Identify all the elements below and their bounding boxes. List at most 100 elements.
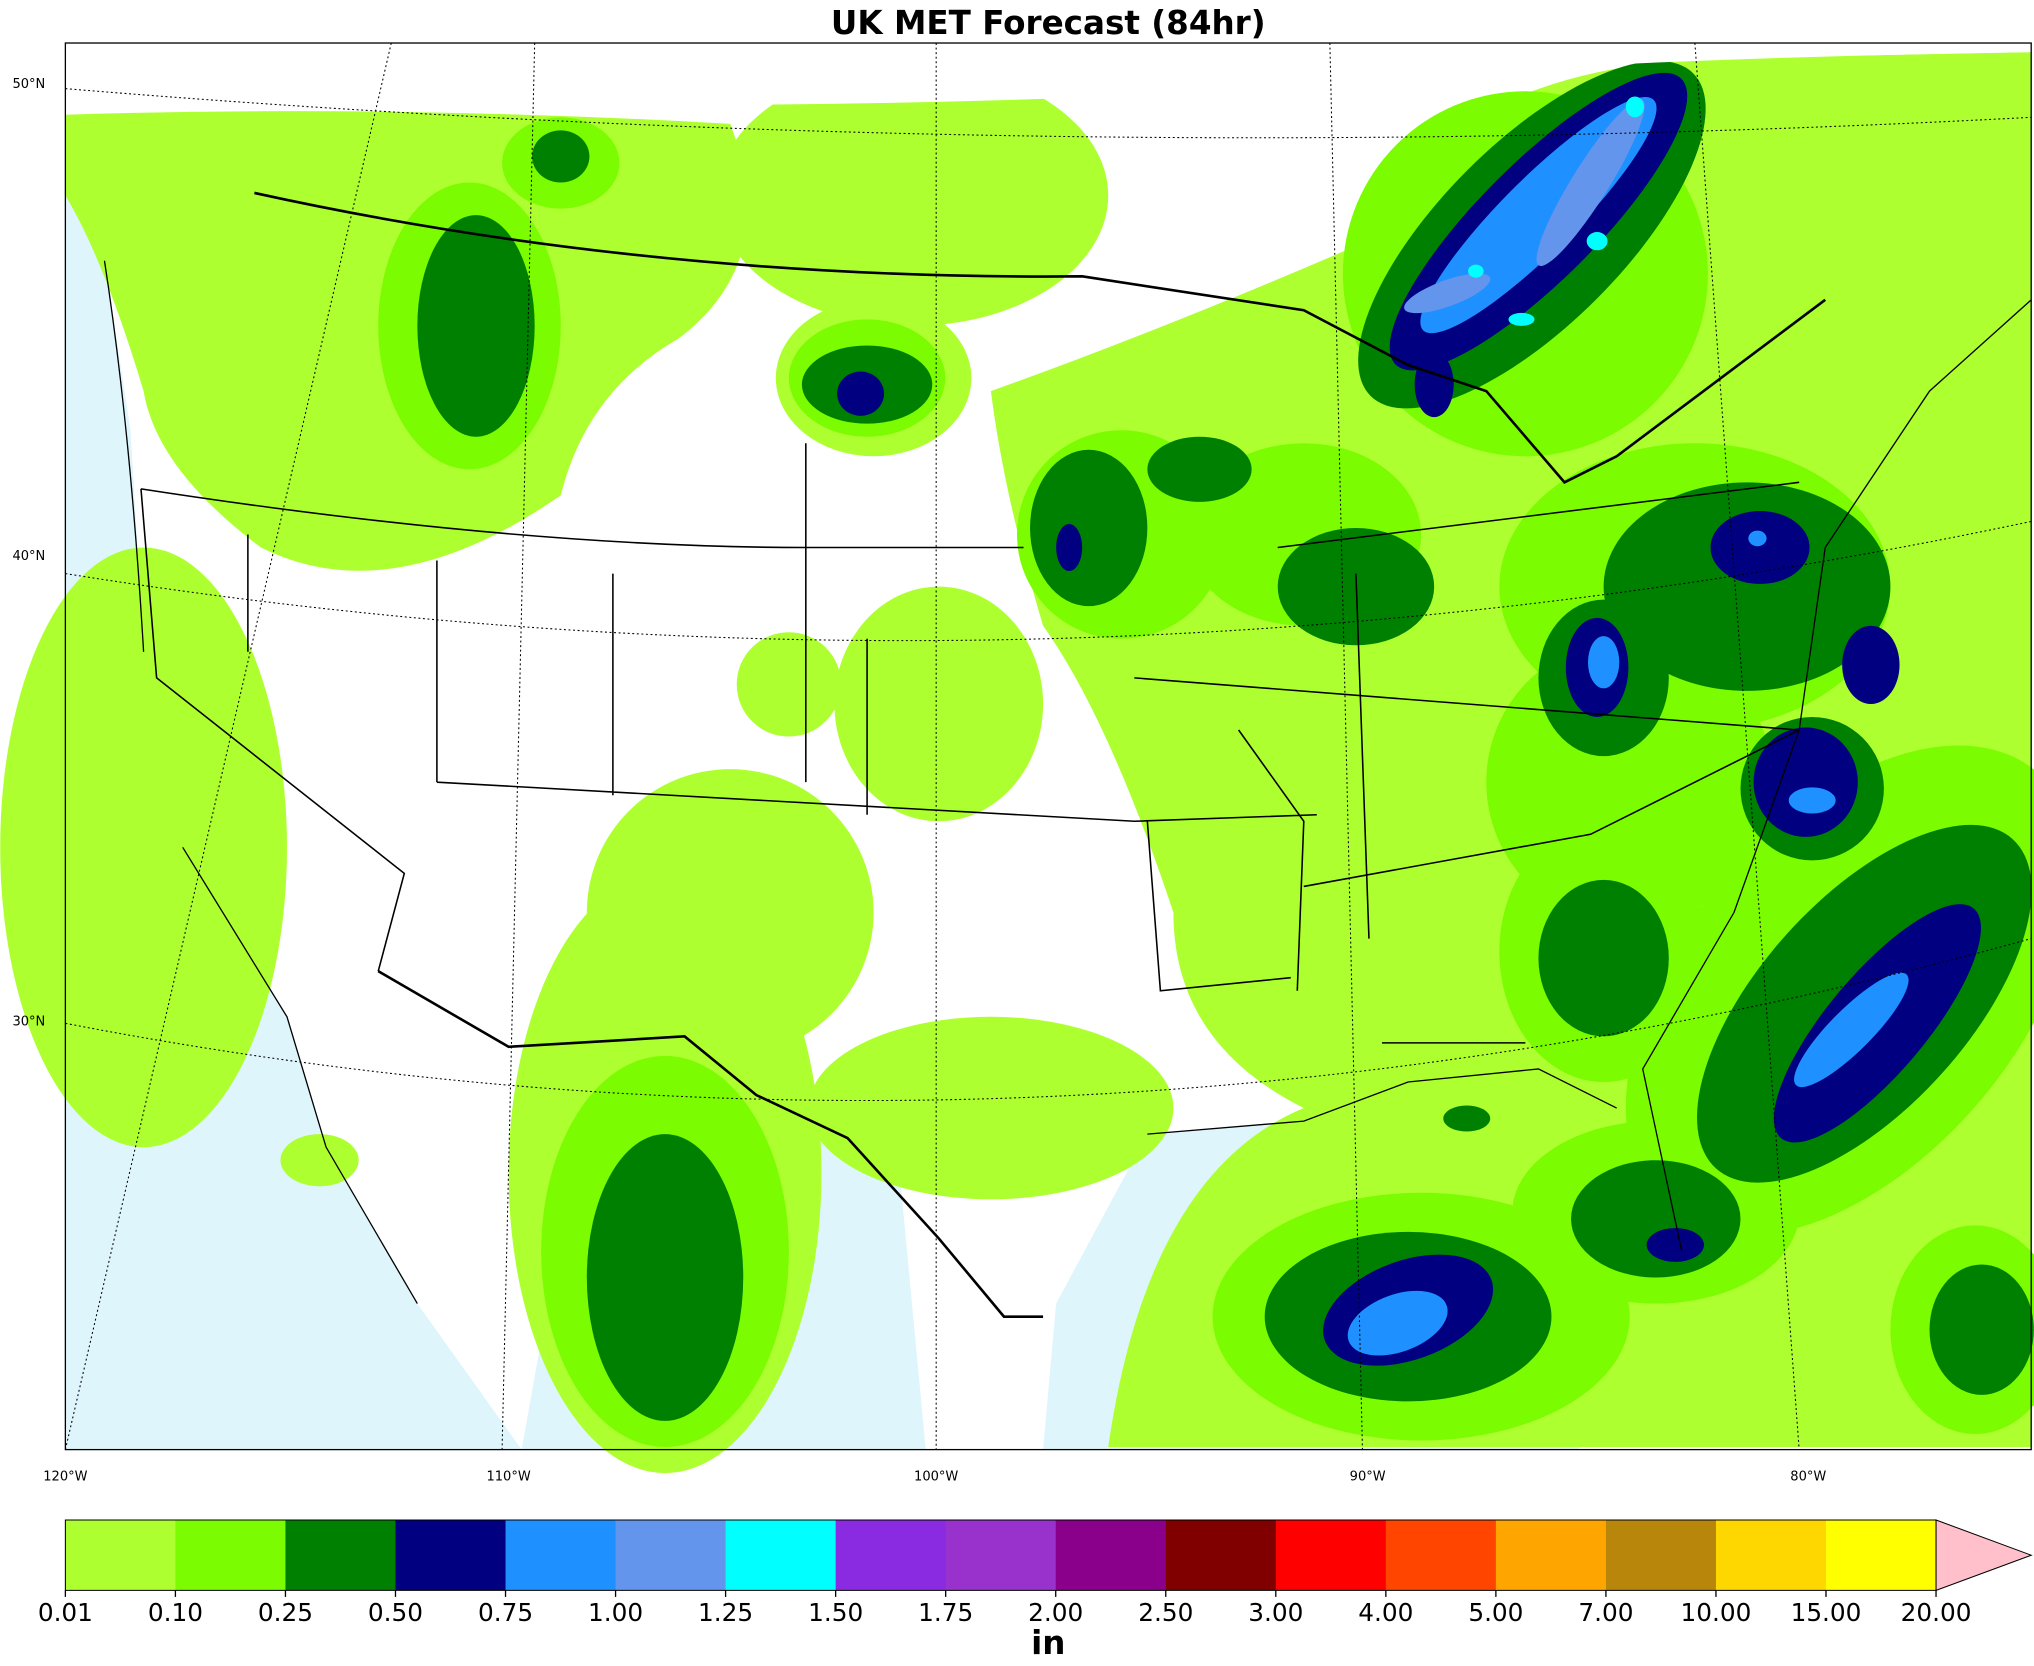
precip-area	[1748, 530, 1767, 547]
colorbar-segment	[1385, 1519, 1497, 1591]
colorbar-segment	[65, 1519, 177, 1591]
colorbar-outline	[64, 1519, 1937, 1591]
colorbar-tick-label: 0.10	[148, 1598, 203, 1627]
precip-area	[834, 586, 1044, 822]
precip-area	[1347, 1290, 1448, 1356]
colorbar-segment	[175, 1519, 287, 1591]
precip-area	[1646, 1227, 1704, 1262]
colorbar-tick-label: 0.25	[258, 1598, 313, 1627]
colorbar-tick-label: 10.00	[1681, 1598, 1752, 1627]
precip-area	[586, 769, 874, 1056]
colorbar-segment	[1825, 1519, 1937, 1591]
colorbar-tick-label: 1.25	[698, 1598, 753, 1627]
precip-cornflower	[1404, 99, 1645, 314]
meridian	[1329, 43, 1363, 1450]
precip-area	[717, 65, 1109, 326]
lon-label: 90°W	[1350, 1469, 1386, 1484]
precip-area	[586, 1134, 744, 1421]
precip-area	[1794, 972, 1909, 1088]
colorbar-tick-label: 0.50	[368, 1598, 423, 1627]
colorbar-segment	[1055, 1519, 1167, 1591]
precip-area	[1030, 449, 1148, 607]
precip-area	[417, 215, 535, 437]
precip-area	[0, 547, 287, 1148]
colorbar-extend	[1935, 1519, 2033, 1592]
meridian	[501, 43, 536, 1450]
colorbar-segment	[1605, 1519, 1717, 1591]
meridian	[64, 42, 392, 1450]
graticule-labels: 50°N 40°N 30°N 120°W 110°W 100°W 90°W 80°W	[12, 77, 1826, 1484]
precip-area	[1404, 273, 1491, 314]
colorbar-tick-label: 3.00	[1248, 1598, 1303, 1627]
title: UK MET Forecast (84hr)	[831, 4, 1266, 42]
precip-area	[837, 371, 885, 416]
graticule	[64, 42, 2032, 1450]
precip-area	[280, 1134, 359, 1187]
precip-area	[1586, 232, 1608, 251]
colorbar-segment	[1715, 1519, 1827, 1591]
parallel	[65, 88, 2032, 139]
colorbar-tick-label: 5.00	[1468, 1598, 1523, 1627]
precip-area	[1443, 1105, 1491, 1132]
lon-label: 80°W	[1790, 1469, 1826, 1484]
colorbar-tick-label: 2.50	[1138, 1598, 1193, 1627]
precip-area	[1538, 879, 1669, 1037]
precip-area	[1625, 96, 1645, 118]
colorbar-segment	[835, 1519, 947, 1591]
colorbar-tick-label: 2.00	[1028, 1598, 1083, 1627]
colorbar-tick-label: 15.00	[1791, 1598, 1862, 1627]
colorbar-segment	[945, 1519, 1057, 1591]
no-data	[65, 43, 2032, 105]
colorbar: 0.01 0.10 0.25 0.50 0.75 1.00 1.25 1.50 1.75 2.00…	[38, 1519, 2033, 1627]
colorbar-tick-label: 20.00	[1901, 1598, 1972, 1627]
country-border	[254, 191, 1827, 484]
lat-label: 30°N	[12, 1015, 45, 1030]
country-border	[377, 970, 1044, 1318]
precip-area	[1603, 482, 1891, 691]
borders	[103, 191, 2032, 1318]
colorbar-segment	[1165, 1519, 1277, 1591]
state-border	[140, 443, 1800, 1044]
lon-label: 120°W	[43, 1469, 87, 1484]
precip-area	[808, 1016, 1174, 1200]
precip-area	[1929, 1264, 2034, 1395]
precip-cyan	[1468, 96, 1645, 326]
colorbar-segment	[1495, 1519, 1607, 1591]
precip-area	[1788, 787, 1836, 814]
colorbar-tick-label: 0.75	[478, 1598, 533, 1627]
colorbar-tick-label: 7.00	[1578, 1598, 1633, 1627]
colorbar-tick-label: 4.00	[1358, 1598, 1413, 1627]
precip-area	[1508, 312, 1535, 326]
lat-label: 50°N	[12, 77, 45, 92]
precip-area	[1842, 625, 1900, 704]
coastline	[103, 260, 2032, 1304]
lat-label: 40°N	[12, 549, 45, 564]
precip-area	[1056, 524, 1083, 571]
precip-area	[532, 130, 590, 183]
precip-area	[1147, 436, 1252, 502]
precip-area	[1414, 351, 1454, 418]
map-frame	[64, 42, 2032, 1451]
precip-area	[1536, 99, 1645, 266]
precip-area	[1710, 511, 1810, 585]
precip-area	[736, 632, 842, 737]
colorbar-segment	[1275, 1519, 1387, 1591]
map	[0, 42, 2034, 1474]
colorbar-segment	[285, 1519, 397, 1591]
colorbar-segment	[725, 1519, 837, 1591]
precip-area	[1468, 264, 1484, 278]
lon-label: 100°W	[914, 1469, 958, 1484]
colorbar-tick-label: 1.75	[918, 1598, 973, 1627]
colorbar-segment	[395, 1519, 507, 1591]
colorbar-tick-label: 1.50	[808, 1598, 863, 1627]
precip-area	[1571, 1160, 1741, 1278]
colorbar-tick-label: 0.01	[38, 1598, 93, 1627]
colorbar-unit: in	[1031, 1624, 1065, 1662]
lon-label: 110°W	[486, 1469, 530, 1484]
colorbar-segment	[615, 1519, 727, 1591]
precip-area	[1587, 636, 1620, 689]
colorbar-segment	[505, 1519, 617, 1591]
precip-area	[1753, 727, 1858, 837]
colorbar-tick-label: 1.00	[588, 1598, 643, 1627]
